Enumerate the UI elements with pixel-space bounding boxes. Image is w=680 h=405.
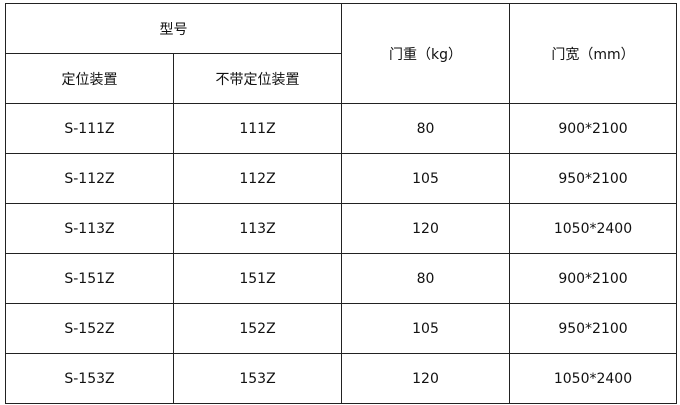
cell-door-weight: 120	[341, 353, 510, 404]
header-with-positioning: 定位装置	[5, 53, 174, 104]
cell-door-width: 950*2100	[509, 153, 677, 204]
table-row: S-151Z 151Z 80 900*2100	[5, 253, 677, 304]
header-door-weight: 门重（kg）	[341, 3, 510, 104]
cell-without-positioning: 112Z	[173, 153, 342, 204]
cell-door-weight: 120	[341, 203, 510, 254]
door-spec-table: 型号 门重（kg） 门宽（mm） 定位装置 不带定位装置 S-111Z 111Z 8…	[5, 3, 677, 404]
cell-door-width: 1050*2400	[509, 203, 677, 254]
cell-with-positioning: S-111Z	[5, 103, 174, 154]
cell-with-positioning: S-112Z	[5, 153, 174, 204]
cell-door-width: 900*2100	[509, 253, 677, 304]
table-row: S-112Z 112Z 105 950*2100	[5, 153, 677, 204]
header-without-positioning: 不带定位装置	[173, 53, 342, 104]
cell-door-weight: 80	[341, 253, 510, 304]
cell-door-width: 900*2100	[509, 103, 677, 154]
header-door-width: 门宽（mm）	[509, 3, 677, 104]
table-row: S-111Z 111Z 80 900*2100	[5, 103, 677, 154]
cell-without-positioning: 113Z	[173, 203, 342, 254]
cell-door-weight: 80	[341, 103, 510, 154]
cell-with-positioning: S-113Z	[5, 203, 174, 254]
cell-with-positioning: S-151Z	[5, 253, 174, 304]
cell-with-positioning: S-152Z	[5, 303, 174, 354]
cell-door-width: 1050*2400	[509, 353, 677, 404]
table-row: S-152Z 152Z 105 950*2100	[5, 303, 677, 354]
cell-without-positioning: 152Z	[173, 303, 342, 354]
header-row: 型号 门重（kg） 门宽（mm）	[5, 3, 677, 104]
cell-without-positioning: 111Z	[173, 103, 342, 154]
cell-without-positioning: 153Z	[173, 353, 342, 404]
cell-door-weight: 105	[341, 303, 510, 354]
cell-door-width: 950*2100	[509, 303, 677, 354]
table-row: S-113Z 113Z 120 1050*2400	[5, 203, 677, 254]
header-model: 型号	[5, 3, 342, 54]
subheader-row: 定位装置 不带定位装置	[5, 53, 677, 104]
cell-with-positioning: S-153Z	[5, 353, 174, 404]
table-row: S-153Z 153Z 120 1050*2400	[5, 353, 677, 404]
cell-without-positioning: 151Z	[173, 253, 342, 304]
cell-door-weight: 105	[341, 153, 510, 204]
